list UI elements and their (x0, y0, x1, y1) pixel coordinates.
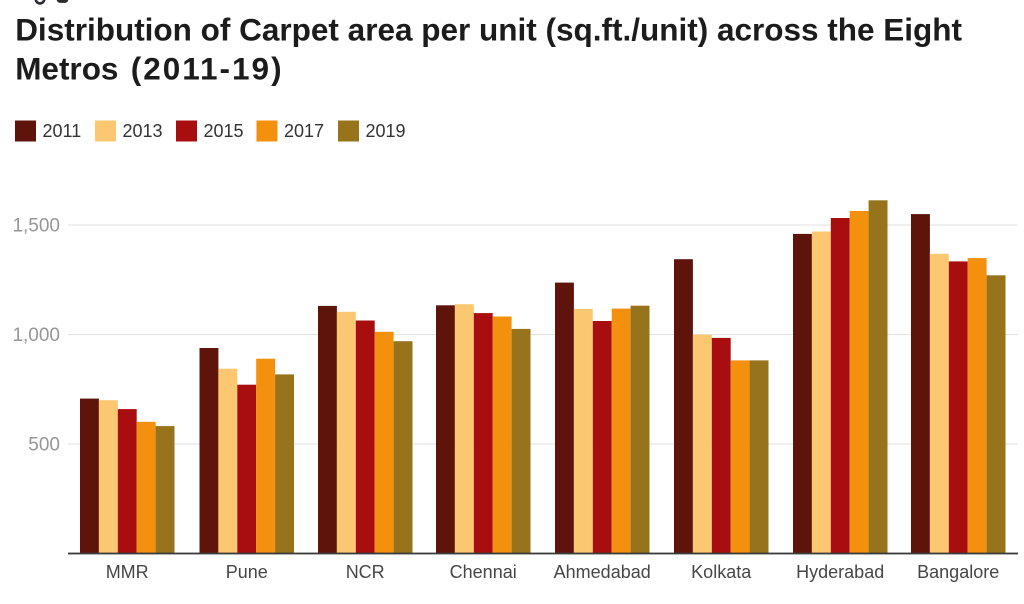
svg-text:Pune: Pune (226, 562, 268, 582)
svg-text:2011: 2011 (43, 121, 82, 141)
svg-text:Kolkata: Kolkata (691, 562, 752, 582)
svg-text:2019: 2019 (366, 121, 406, 141)
svg-text:2013: 2013 (123, 121, 163, 141)
svg-text:2017: 2017 (284, 121, 324, 141)
svg-text:Hyderabad: Hyderabad (796, 562, 884, 582)
svg-text:MMR: MMR (106, 562, 149, 582)
svg-text:1,500: 1,500 (12, 216, 60, 237)
svg-text:Chennai: Chennai (450, 562, 517, 582)
svg-text:Distribution of Carpet area pe: Distribution of Carpet area per unit (sq… (15, 12, 962, 48)
svg-text:Bangalore: Bangalore (917, 562, 999, 582)
svg-text:1,000: 1,000 (12, 325, 60, 346)
svg-text:NCR: NCR (346, 562, 385, 582)
svg-text:Ahmedabad: Ahmedabad (554, 562, 651, 582)
svg-text:2015: 2015 (204, 121, 244, 141)
svg-text:500: 500 (28, 435, 60, 456)
svg-text:Metros (2011-19): Metros (2011-19) (15, 51, 283, 87)
